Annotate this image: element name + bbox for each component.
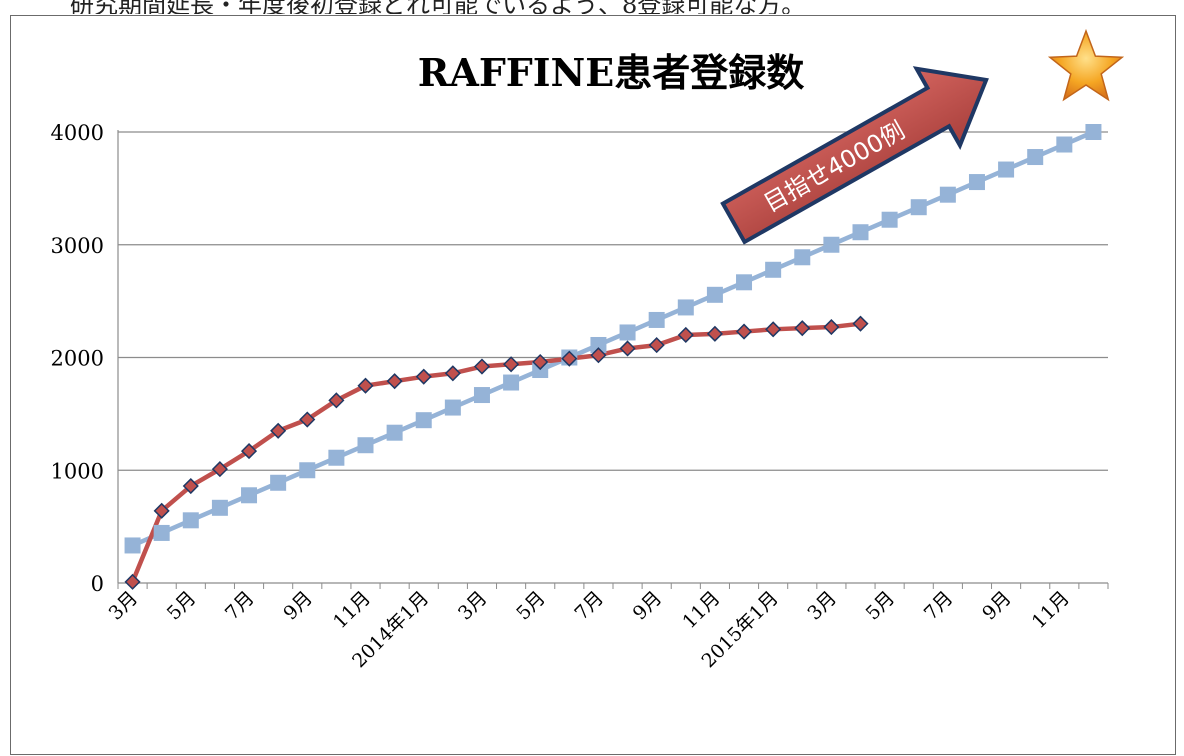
y-tick-label: 4000: [51, 121, 104, 145]
data-point-target: [415, 412, 432, 429]
axes: [117, 130, 1109, 589]
x-tick-label: 5月: [163, 587, 201, 625]
data-point-actual: [823, 318, 840, 336]
x-tick-label: 9月: [279, 587, 317, 625]
data-point-actual: [211, 461, 228, 478]
data-point-target: [968, 174, 985, 191]
star-shape: [1047, 28, 1125, 102]
x-tick-label: 9月: [629, 587, 667, 625]
data-point-actual: [706, 325, 723, 342]
data-point-target: [794, 249, 811, 266]
caption-strip: 研究期間延長・年度後初登録どれ可能でいるよう、8登録可能な方。: [0, 0, 1184, 14]
data-point-target: [910, 199, 927, 216]
data-point-actual: [124, 573, 141, 590]
data-point-target: [182, 512, 199, 529]
grid-lines: [118, 131, 1108, 471]
data-point-actual: [153, 502, 170, 519]
caption-text: 研究期間延長・年度後初登録どれ可能でいるよう、8登録可能な方。: [70, 0, 806, 14]
data-point-target: [677, 299, 694, 316]
data-point-target: [299, 462, 316, 479]
data-point-target: [444, 399, 461, 416]
data-point-actual: [590, 347, 607, 364]
arrow-shape: [720, 66, 989, 245]
data-point-target: [706, 286, 723, 303]
y-tick-label: 2000: [51, 347, 104, 371]
data-point-actual: [561, 350, 578, 367]
data-point-target: [823, 236, 840, 253]
data-point-actual: [503, 356, 520, 373]
x-tick-label: 7月: [221, 587, 259, 625]
data-point-target: [619, 324, 636, 341]
x-tick-label: 5月: [862, 587, 900, 625]
x-tick-label: 9月: [978, 587, 1016, 625]
y-tick-label: 0: [91, 572, 104, 596]
data-point-target: [386, 424, 403, 441]
data-point-target: [736, 274, 753, 291]
data-point-actual: [415, 368, 432, 385]
data-point-actual: [794, 320, 811, 337]
x-tick-label: 7月: [920, 587, 958, 625]
x-tick-label: 11月: [329, 587, 375, 633]
data-point-actual: [386, 373, 403, 390]
y-tick-label: 3000: [51, 234, 104, 258]
data-point-target: [998, 161, 1015, 178]
data-point-target: [881, 211, 898, 228]
x-tick-label: 7月: [570, 587, 608, 625]
data-point-target: [939, 186, 956, 203]
data-point-target: [1056, 136, 1073, 153]
x-tick-label: 3月: [105, 587, 143, 625]
series-markers: [124, 124, 1102, 590]
data-point-actual: [357, 377, 374, 394]
data-point-actual: [765, 321, 782, 338]
data-point-target: [270, 474, 287, 491]
data-point-target: [211, 499, 228, 516]
data-point-actual: [270, 422, 287, 439]
data-point-target: [357, 437, 374, 454]
x-tick-label: 3月: [803, 587, 841, 625]
chart-title: RAFFINE患者登録数: [418, 50, 805, 95]
data-point-target: [648, 311, 665, 328]
data-point-actual: [182, 477, 199, 495]
data-point-actual: [852, 315, 869, 332]
x-tick-label: 11月: [678, 587, 724, 633]
star-icon: [1047, 28, 1125, 102]
data-point-actual: [619, 340, 636, 357]
data-point-actual: [473, 358, 491, 375]
y-tick-label: 1000: [51, 459, 104, 483]
series-line-target: [131, 129, 1095, 548]
data-point-actual: [299, 411, 316, 428]
data-point-target: [1027, 149, 1044, 166]
data-point-actual: [532, 353, 549, 371]
data-point-actual: [240, 443, 258, 460]
data-point-actual: [444, 365, 461, 382]
x-tick-label: 3月: [454, 587, 492, 625]
data-point-target: [328, 449, 345, 466]
data-point-target: [503, 374, 520, 391]
data-point-target: [1085, 124, 1102, 140]
data-point-target: [153, 524, 170, 541]
data-point-actual: [648, 337, 665, 354]
y-tick-labels: 0 1000 2000 3000 4000: [51, 121, 104, 596]
data-point-actual: [735, 323, 753, 340]
x-tick-label: 11月: [1028, 587, 1074, 633]
chart-frame: 0 1000 2000 3000 4000 3月 5月 7月 9月 11月 2014年1月 3月 5月…: [10, 15, 1176, 755]
x-tick-label: 5月: [512, 587, 550, 625]
data-point-target: [124, 537, 141, 554]
data-point-actual: [328, 392, 345, 409]
data-point-target: [765, 261, 782, 278]
data-point-target: [241, 487, 258, 504]
data-point-target: [473, 387, 490, 404]
data-point-target: [590, 336, 607, 353]
series-line-actual: [130, 321, 861, 583]
data-point-target: [852, 224, 869, 241]
data-point-actual: [677, 326, 694, 344]
